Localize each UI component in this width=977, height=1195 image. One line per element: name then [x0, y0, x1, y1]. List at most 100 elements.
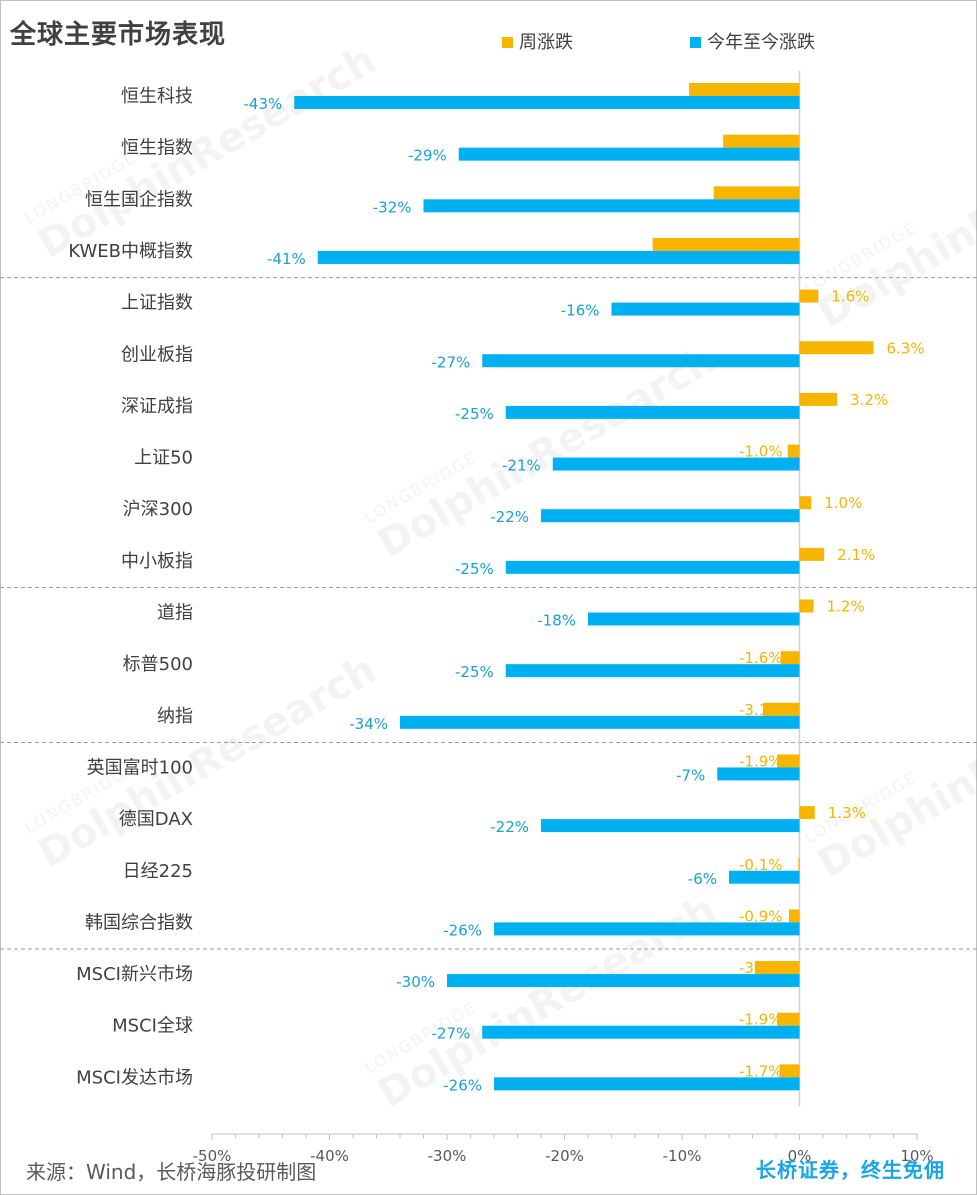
data-label-ytd: -6% [688, 870, 717, 888]
bar-ytd [317, 250, 800, 264]
bar-ytd [400, 715, 800, 729]
category-label: 恒生指数 [121, 138, 193, 159]
bar-ytd [458, 147, 800, 161]
data-label-ytd: -21% [502, 457, 541, 475]
category-label: 上证指数 [121, 293, 193, 314]
bar-ytd [505, 664, 800, 678]
data-label-ytd: -27% [431, 1025, 470, 1043]
category-label: MSCI全球 [112, 1016, 193, 1037]
bar-weekly [799, 341, 874, 355]
chart-title: 全球主要市场表现 [10, 20, 227, 50]
legend-swatch-weekly [502, 37, 513, 48]
x-tick-label: -30% [428, 1147, 467, 1165]
data-label-weekly: 1.2% [827, 598, 865, 616]
bar-ytd [541, 819, 800, 833]
bar-ytd [588, 612, 800, 626]
bar-weekly [713, 186, 800, 200]
source-note: 来源：Wind，长桥海豚投研制图 [26, 1160, 317, 1184]
bar-ytd [505, 405, 800, 419]
category-label: 标普500 [123, 654, 193, 675]
x-tick-label: -50% [193, 1147, 232, 1165]
data-label-ytd: -25% [455, 560, 494, 578]
bar-weekly [723, 134, 800, 148]
data-label-weekly: -1.9% [739, 752, 783, 770]
bar-weekly [779, 1064, 800, 1078]
legend-label-weekly: 周涨跌 [519, 32, 573, 53]
bar-weekly [777, 1012, 800, 1026]
data-label-ytd: -32% [373, 198, 412, 216]
bar-ytd [494, 1077, 800, 1091]
bar-ytd [541, 509, 800, 523]
x-tick-label: -10% [663, 1147, 702, 1165]
bar-weekly [799, 392, 838, 406]
data-label-weekly: 3.2% [850, 391, 888, 409]
bar-weekly [799, 547, 825, 561]
legend-item-ytd: 今年至今涨跌 [690, 28, 815, 54]
bar-ytd [717, 767, 800, 781]
data-label-weekly: 6.3% [887, 339, 925, 357]
category-label: MSCI新兴市场 [76, 964, 193, 985]
category-label: 恒生国企指数 [85, 189, 193, 210]
bar-weekly [788, 909, 800, 923]
category-label: 中小板指 [121, 551, 193, 572]
bar-weekly [798, 857, 800, 871]
bar-weekly [780, 651, 800, 665]
data-label-ytd: -25% [455, 663, 494, 681]
bar-weekly [754, 961, 800, 975]
data-label-weekly: -3.1% [739, 701, 783, 719]
bar-weekly [799, 289, 819, 303]
data-label-ytd: -18% [537, 612, 576, 630]
data-label-weekly: 1.6% [831, 288, 869, 306]
bar-ytd [482, 1025, 800, 1039]
data-label-ytd: -29% [408, 147, 447, 165]
category-label: 恒生科技 [121, 86, 193, 107]
x-tick-label: -40% [310, 1147, 349, 1165]
bar-weekly [763, 702, 800, 716]
data-label-weekly: 2.1% [837, 546, 875, 564]
legend-label-ytd: 今年至今涨跌 [707, 32, 815, 53]
bar-weekly [799, 806, 815, 820]
bar-ytd [505, 560, 800, 574]
data-label-ytd: -25% [455, 405, 494, 423]
legend-swatch-ytd [690, 37, 701, 48]
bar-weekly [652, 237, 800, 251]
data-label-weekly: 1.3% [828, 804, 866, 822]
data-label-ytd: -7% [676, 766, 705, 784]
bar-ytd [494, 922, 800, 936]
category-label: 德国DAX [119, 809, 193, 830]
data-label-weekly: -12.5% [729, 236, 782, 254]
bar-weekly [799, 599, 814, 613]
bar-ytd [482, 354, 800, 368]
data-label-weekly: -1.6% [739, 649, 783, 667]
category-label: 深证成指 [121, 396, 193, 417]
category-label: 创业板指 [121, 344, 193, 365]
bar-weekly [689, 83, 800, 96]
data-label-weekly: -1.0% [739, 443, 783, 461]
bar-ytd [294, 96, 800, 109]
bar-weekly [799, 496, 812, 510]
bar-weekly [787, 444, 800, 458]
bar-ytd [611, 302, 800, 316]
data-label-weekly: -0.1% [739, 856, 783, 874]
category-label: 道指 [157, 603, 193, 624]
bar-ytd [729, 870, 800, 884]
data-label-ytd: -34% [349, 715, 388, 733]
x-tick-label: 10% [900, 1147, 933, 1165]
data-label-ytd: -41% [267, 250, 306, 268]
category-label: 日经225 [123, 861, 193, 882]
data-label-weekly: -7.3% [739, 184, 783, 202]
category-label: MSCI发达市场 [76, 1067, 193, 1088]
data-label-weekly: -1.9% [739, 1011, 783, 1029]
data-label-weekly: -6.5% [739, 133, 783, 151]
brand-slogan: 长桥证券，终生免佣 [756, 1158, 945, 1182]
data-label-ytd: -27% [431, 353, 470, 371]
data-label-weekly: -9.4% [739, 81, 783, 99]
category-label: 英国富时100 [87, 757, 193, 778]
x-tick-label: 0% [788, 1147, 812, 1165]
data-label-ytd: -26% [443, 1076, 482, 1094]
data-label-ytd: -22% [490, 508, 529, 526]
x-tick-label: -20% [545, 1147, 584, 1165]
category-label: KWEB中概指数 [68, 241, 193, 262]
